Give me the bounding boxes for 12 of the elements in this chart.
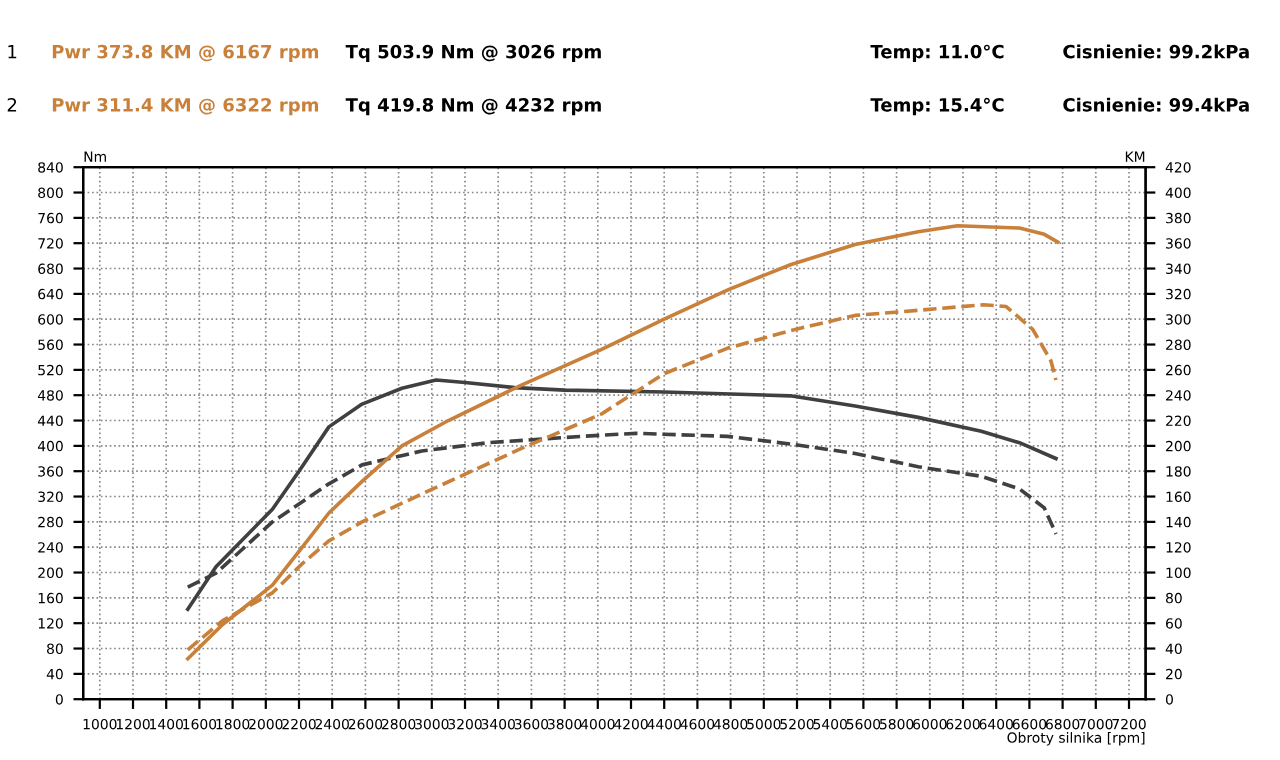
text: 1 — [8, 45, 17, 59]
text: Tq 503.9 Nm @ 3026 rpm — [345, 44, 601, 62]
text: Pwr 373.8 KM @ 6167 rpm — [52, 44, 319, 62]
line-series — [185, 223, 1060, 661]
line-series — [185, 378, 1058, 612]
text: 2 — [7, 97, 17, 112]
text: Cisnienie: 99.4kPa — [1063, 97, 1249, 112]
text: Temp: 11.0°C — [870, 44, 1004, 62]
text: Tq 419.8 Nm @ 4232 rpm — [345, 97, 601, 116]
text: Temp: 15.4°C — [870, 97, 1004, 116]
text: Pwr 311.4 KM @ 6322 rpm — [52, 97, 319, 116]
text: Cisnienie: 99.2kPa — [1063, 44, 1249, 59]
